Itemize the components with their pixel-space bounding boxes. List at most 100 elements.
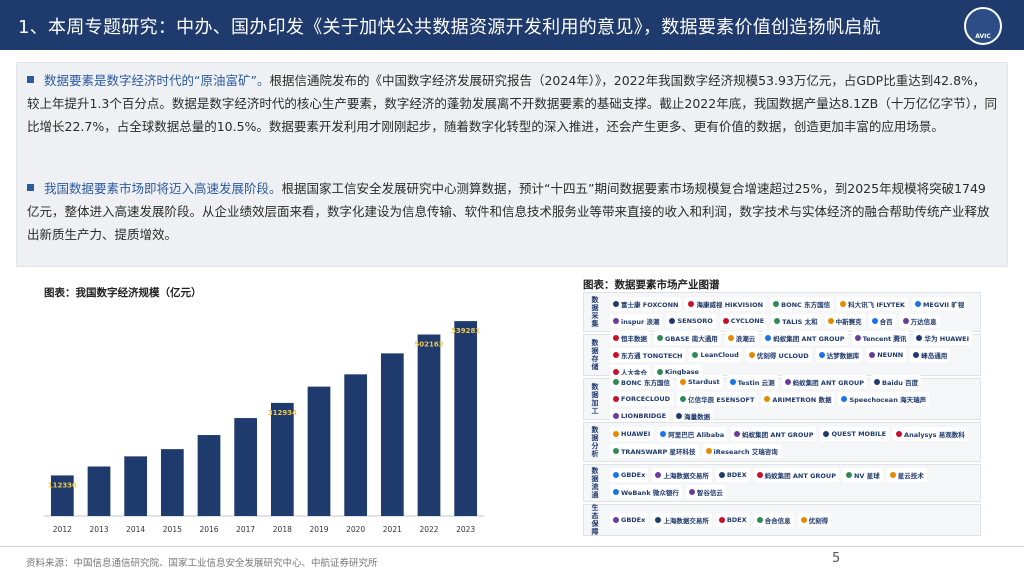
- bar-2020: [344, 374, 368, 516]
- company-logo: GBASE 南大通用: [654, 331, 721, 345]
- company-logo: Speechocean 海天瑞声: [838, 392, 930, 406]
- company-logo: 科大讯飞 IFLYTEK: [837, 296, 908, 311]
- company-logo: LIONBRIDGE: [610, 409, 670, 423]
- company-mark-icon: [613, 352, 619, 358]
- company-logo: CYCLONE: [719, 313, 768, 328]
- company-logo: TRANSWARP 星环科技: [610, 443, 699, 458]
- company-logo: 阿里巴巴 Alibaba: [657, 426, 728, 441]
- company-mark-icon: [657, 369, 663, 375]
- company-logo: 峰岛通用: [910, 348, 951, 362]
- company-logo: 恒丰数据: [610, 331, 650, 345]
- map-row-category-label: 生态保障: [591, 504, 599, 536]
- company-logo: 优刻得 UCLOUD: [745, 348, 812, 362]
- company-logo: inspur 浪潮: [610, 313, 663, 328]
- company-logo: Analysys 易观数科: [893, 426, 968, 441]
- x-tick-2016: 2016: [199, 525, 218, 534]
- company-mark-icon: [854, 335, 861, 341]
- company-logo: SENSORO: [666, 313, 716, 328]
- company-logo: 海康威视 HIKVISION: [685, 296, 767, 311]
- company-mark-icon: [841, 396, 848, 402]
- company-mark-icon: [718, 471, 725, 478]
- company-logo: 亿信华辰 ESENSOFT: [677, 392, 758, 406]
- company-logo: NV 星球: [842, 467, 883, 482]
- company-mark-icon: [748, 352, 755, 358]
- company-logo: 蚂蚁集团 ANT GROUP: [781, 375, 868, 389]
- company-logo: 合合信息: [753, 513, 794, 527]
- company-mark-icon: [705, 447, 712, 454]
- company-mark-icon: [823, 430, 830, 437]
- bar-2022: [417, 334, 441, 516]
- x-tick-2015: 2015: [163, 525, 182, 534]
- company-logo: LeanCloud: [689, 348, 742, 362]
- company-mark-icon: [613, 471, 619, 478]
- map-row-category-label: 数据流通: [591, 467, 599, 499]
- avic-logo: AVIC: [964, 7, 1002, 45]
- map-row-2: 数据加工 BONC 东方国信 Stardust Testin 云测 蚂蚁集团 ANT G…: [583, 375, 981, 423]
- company-mark-icon: [871, 317, 878, 324]
- company-logo: MEGVII 旷视: [911, 296, 968, 311]
- company-mark-icon: [840, 300, 847, 307]
- x-tick-2023: 2023: [456, 525, 475, 534]
- header-bar: 1、本周专题研究：中办、国办印发《关于加快公共数据资源开发利用的意见》，数据要素…: [0, 0, 1024, 50]
- company-mark-icon: [688, 300, 695, 307]
- company-logo: GBDEx: [610, 467, 649, 482]
- logo-text: AVIC: [975, 33, 991, 40]
- map-row-category: 数据流通: [584, 465, 606, 501]
- map-row-category: 数据存储: [584, 335, 606, 375]
- company-logo: 东方通 TONGTECH: [610, 348, 686, 362]
- company-mark-icon: [655, 517, 662, 523]
- bullet-square-icon: [27, 184, 34, 191]
- company-logo-grid: GBDEx 上海数据交易所 BDEX 合合信息 优刻得: [610, 508, 977, 532]
- company-logo: TALIS 太和: [771, 313, 821, 328]
- bar-2023: [454, 321, 478, 516]
- company-logo: 星云技术: [886, 467, 927, 482]
- company-mark-icon: [756, 517, 763, 523]
- bar-chart-svg: 112336 2012 2013 2014 2015 2016 2017 312934 2018…: [44, 321, 484, 534]
- x-tick-2019: 2019: [309, 525, 328, 534]
- company-logo: 达梦数据库: [815, 348, 863, 362]
- company-mark-icon: [722, 317, 729, 324]
- bullet1-body: 根据信通院发布的《中国数字经济发展研究报告（2024年）》，2022年我国数字经…: [27, 73, 997, 134]
- company-mark-icon: [613, 413, 619, 419]
- company-logo: 蚂蚁集团 ANT GROUP: [762, 331, 848, 345]
- company-logo: 富士康 FOXCONN: [610, 296, 682, 311]
- company-logo: 蚂蚁集团 ANT GROUP: [753, 467, 839, 482]
- company-mark-icon: [676, 413, 683, 419]
- map-row-category-label: 数据加工: [591, 383, 599, 415]
- company-mark-icon: [613, 430, 619, 437]
- company-mark-icon: [657, 335, 663, 341]
- bar-2013: [87, 466, 111, 516]
- company-logo: BONC 东方国信: [770, 296, 834, 311]
- company-mark-icon: [692, 352, 699, 358]
- company-mark-icon: [916, 335, 923, 341]
- company-logo: 智谷信云: [685, 484, 726, 499]
- company-mark-icon: [913, 352, 920, 358]
- company-logo: Stardust: [676, 375, 723, 389]
- bullet-data-market: 我国数据要素市场即将迈入高速发展阶段。根据国家工信安全发展研究中心测算数据，预计…: [27, 177, 997, 246]
- company-mark-icon: [680, 396, 687, 402]
- map-row-category-label: 数据存储: [591, 339, 599, 371]
- company-mark-icon: [869, 352, 876, 358]
- company-logo-grid: 富士康 FOXCONN 海康威视 HIKVISION BONC 东方国信 科大讯飞 I…: [610, 296, 977, 328]
- x-tick-2013: 2013: [89, 525, 108, 534]
- bar-2021: [380, 353, 404, 516]
- company-logo-grid: HUAWEI 阿里巴巴 Alibaba 蚂蚁集团 ANT GROUP QUEST MO…: [610, 426, 977, 458]
- map-row-category-label: 数据采集: [591, 296, 599, 328]
- company-mark-icon: [613, 517, 619, 523]
- source-note: 资料来源：中国信息通信研究院、国家工业信息安全发展研究中心、中航证券研究所: [26, 558, 378, 569]
- bar-2017: [234, 418, 258, 516]
- bar-label-2018: 312934: [268, 409, 297, 417]
- company-mark-icon: [613, 317, 619, 324]
- company-logo: 华为 HUAWEI: [913, 331, 972, 345]
- bar-2012: [50, 475, 74, 516]
- company-mark-icon: [800, 517, 807, 523]
- chart-title: 图表：我国数字经济规模（亿元）: [44, 287, 202, 299]
- company-mark-icon: [914, 300, 921, 307]
- bullet-digital-economy: 数据要素是数字经济时代的“原油富矿”。根据信通院发布的《中国数字经济发展研究报告…: [27, 69, 997, 138]
- bullet1-highlight: 数据要素是数字经济时代的“原油富矿”。: [44, 73, 270, 88]
- company-mark-icon: [902, 317, 909, 324]
- x-tick-2017: 2017: [236, 525, 255, 534]
- company-logo: 浪潮云: [724, 331, 759, 345]
- company-mark-icon: [889, 471, 896, 478]
- page-number: 5: [832, 551, 841, 566]
